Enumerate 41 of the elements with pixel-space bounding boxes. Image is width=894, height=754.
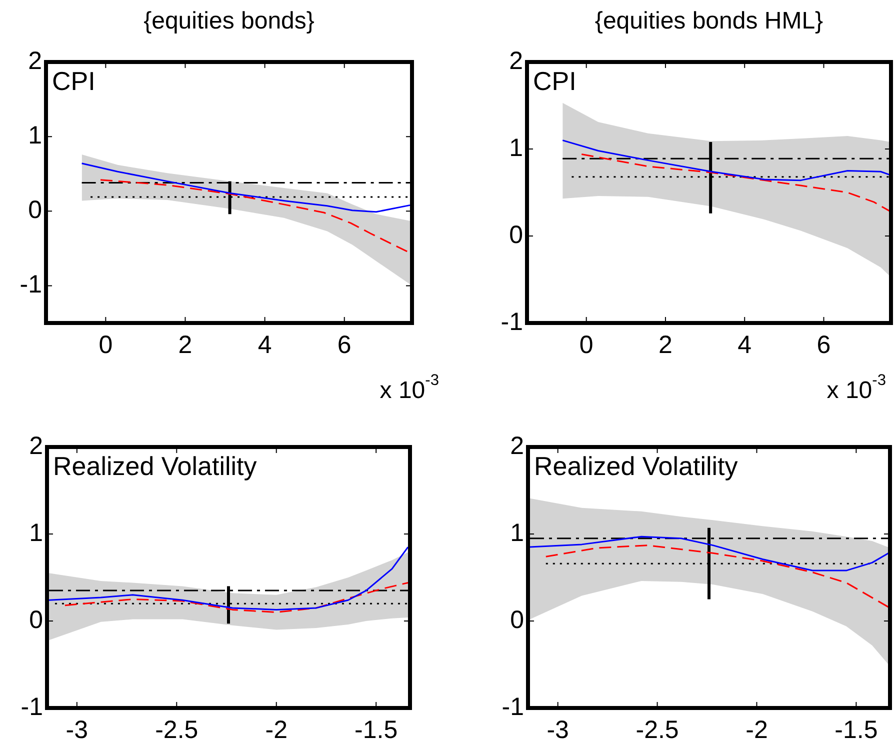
x-tick-label: 6 <box>816 330 831 359</box>
y-tick-label: 1 <box>509 134 523 162</box>
x-tick-label: 2 <box>658 330 672 359</box>
chart-title: {equities bonds} <box>144 8 314 35</box>
x-tick-label: -1.5 <box>834 716 878 744</box>
x-tick-label: -2.5 <box>636 716 679 744</box>
annotation: CPI <box>533 66 576 96</box>
x-tick-label: -3 <box>546 716 569 744</box>
y-tick-label: 2 <box>28 46 42 75</box>
y-tick-label: -1 <box>20 270 42 299</box>
y-tick-label: 2 <box>29 432 43 460</box>
x-tick-label: 4 <box>258 330 272 359</box>
line-series <box>545 544 891 609</box>
y-tick-label: 1 <box>28 121 42 150</box>
annotation: CPI <box>52 66 96 96</box>
x-tick-label: -1.5 <box>354 716 398 744</box>
y-tick-label: -1 <box>20 692 43 721</box>
y-tick-label: 1 <box>29 518 43 547</box>
x-tick-label: -2 <box>746 716 768 744</box>
y-tick-label: 1 <box>510 518 524 547</box>
y-tick-label: -1 <box>500 308 523 336</box>
x-tick-label: 6 <box>337 330 352 359</box>
annotation: Realized Volatility <box>53 451 257 482</box>
x-tick-label: -2.5 <box>155 716 198 744</box>
x-tick-label: 0 <box>579 330 594 359</box>
line-series <box>580 153 892 212</box>
annotation: Realized Volatility <box>534 451 738 482</box>
x-tick-label: 2 <box>178 330 192 359</box>
y-tick-label: 0 <box>29 606 43 634</box>
y-tick-label: 0 <box>28 196 42 224</box>
line-series <box>64 582 409 614</box>
y-tick-label: -1 <box>502 692 524 721</box>
x-tick-label: 0 <box>98 330 113 359</box>
y-tick-label: 0 <box>509 220 523 249</box>
y-tick-label: 2 <box>509 46 523 75</box>
x-tick-label: 4 <box>738 330 752 359</box>
y-tick-label: 0 <box>510 606 524 634</box>
x-tick-label: -2 <box>265 716 288 744</box>
chart-title: {equities bonds HML} <box>594 8 824 35</box>
x-tick-label: -3 <box>66 716 88 744</box>
y-tick-label: 2 <box>510 432 524 460</box>
